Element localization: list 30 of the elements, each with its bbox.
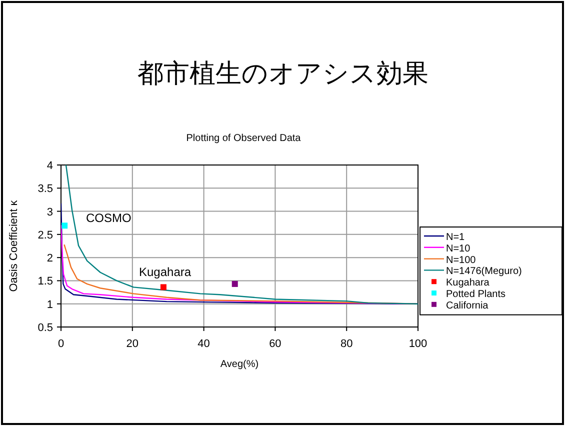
annotation: COSMO (86, 211, 132, 225)
legend-label: Kugahara (446, 278, 490, 289)
y-tick-label: 3 (46, 206, 53, 218)
y-tick-label: 3.5 (38, 183, 53, 196)
legend-label: California (446, 300, 489, 312)
y-tick-label: 2.5 (38, 229, 53, 242)
legend-label: N=10 (446, 243, 471, 254)
x-tick-label: 100 (408, 338, 428, 350)
y-tick-label: 2 (46, 252, 53, 265)
legend-label: Potted Plants (446, 289, 506, 300)
x-tick-label: 0 (58, 338, 64, 350)
y-tick-label: 0.5 (38, 322, 53, 334)
point (232, 280, 238, 287)
x-tick-label: 40 (198, 338, 210, 350)
x-tick-label: 20 (126, 338, 139, 350)
point (62, 222, 68, 229)
y-tick-label: 1.5 (38, 276, 53, 288)
legend-label: N=1 (446, 232, 466, 243)
chart-subtitle: Plotting of Observed Data (186, 133, 302, 144)
y-tick-label: 4 (46, 160, 53, 172)
annotation: Kugahara (139, 265, 192, 279)
legend-label: N=1476(Meguro) (446, 266, 522, 278)
point (160, 284, 166, 290)
x-tick-label: 60 (269, 338, 282, 350)
y-axis-title: Oasis Coefficient κ (8, 200, 20, 292)
chart-title: 都市植生のオアシス効果 (138, 58, 428, 88)
x-tick-label: 80 (340, 338, 353, 350)
legend-label: N=100 (446, 254, 476, 266)
x-axis-title: Aveg(%) (220, 359, 259, 370)
y-tick-label: 1 (46, 298, 53, 311)
